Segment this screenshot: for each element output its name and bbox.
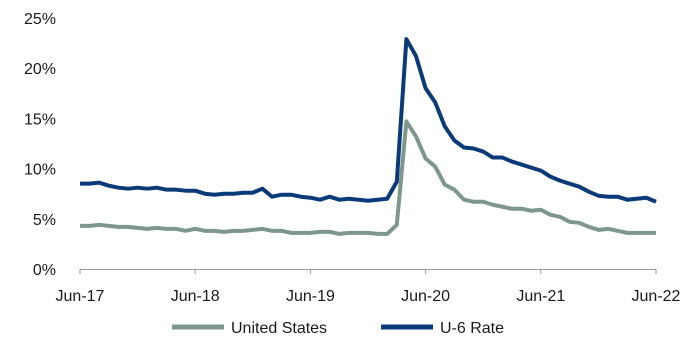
y-tick-label: 10% [24, 162, 56, 179]
y-tick-label: 5% [33, 212, 56, 229]
x-tick-label: Jun-22 [632, 288, 681, 305]
y-tick-label: 15% [24, 111, 56, 128]
series-line-united-states [80, 119, 656, 236]
x-axis: Jun-17 Jun-18 Jun-19 Jun-20 Jun-21 Jun-22 [56, 269, 681, 305]
legend: United States U-6 Rate [172, 320, 504, 337]
y-tick-label: 0% [33, 262, 56, 279]
y-tick-label: 25% [24, 11, 56, 28]
legend-label: U-6 Rate [440, 320, 504, 337]
series-lines [80, 37, 657, 236]
y-axis-tick-labels: 0% 5% 10% 15% 20% 25% [24, 11, 56, 279]
y-tick-label: 20% [24, 61, 56, 78]
series-line-u6-rate [80, 37, 657, 204]
x-tick-label: Jun-17 [56, 288, 105, 305]
x-tick-label: Jun-21 [516, 288, 565, 305]
x-tick-label: Jun-18 [171, 288, 220, 305]
legend-label: United States [231, 320, 327, 337]
x-tick-label: Jun-20 [401, 288, 450, 305]
x-tick-label: Jun-19 [286, 288, 335, 305]
